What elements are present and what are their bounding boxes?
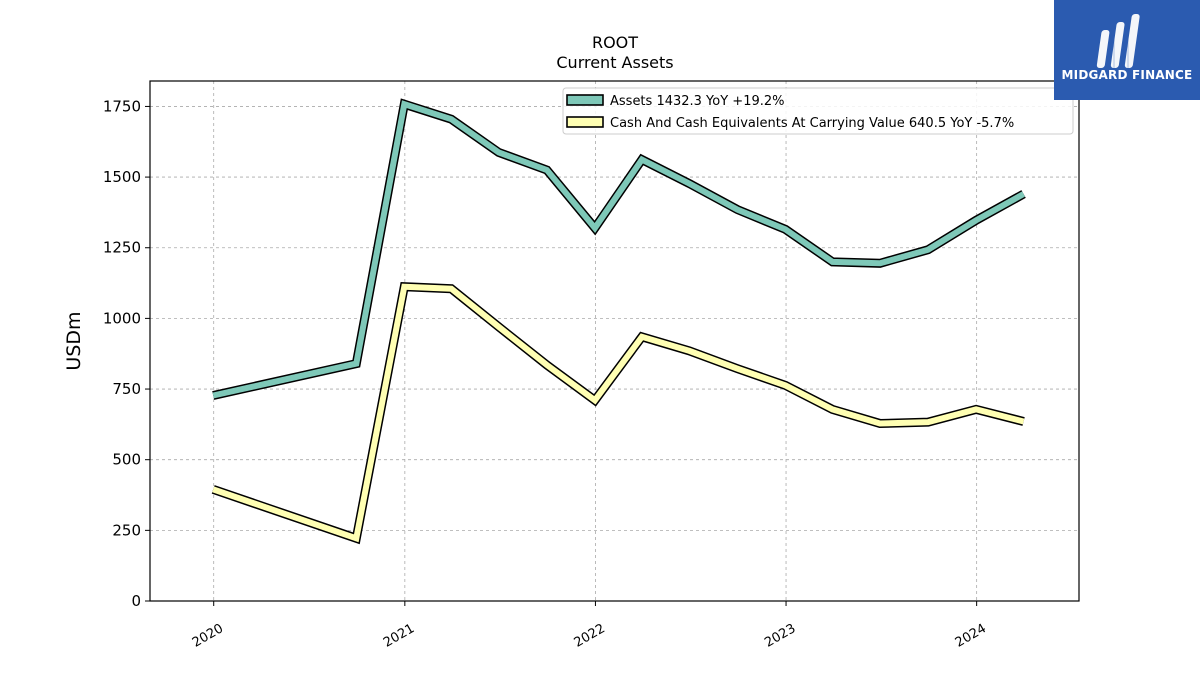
series-lines (211, 98, 1026, 545)
y-tick-label: 500 (112, 451, 141, 469)
series-outline (211, 282, 1025, 545)
x-tick-label: 2022 (572, 621, 608, 651)
series-outline (212, 98, 1026, 400)
legend-entry: Cash And Cash Equivalents At Carrying Va… (610, 116, 1014, 131)
y-tick-label: 1750 (103, 97, 141, 115)
y-tick-label: 250 (112, 521, 141, 539)
legend-swatch (566, 116, 604, 128)
y-axis-label: USDm (63, 311, 85, 370)
x-tick-label: 2021 (381, 621, 417, 651)
y-tick-label: 750 (112, 380, 141, 398)
axes-frame (149, 80, 1080, 602)
y-tick-label: 1500 (103, 168, 141, 186)
legend: Assets 1432.3 YoY +19.2% Cash And Cash Eq… (562, 87, 1074, 135)
x-axis-ticks: 2020 2021 2022 2023 2024 (190, 601, 989, 651)
logo: MIDGARD FINANCE (1054, 0, 1200, 100)
chart-title: ROOT (591, 33, 639, 52)
y-tick-label: 1000 (103, 309, 141, 327)
x-tick-label: 2024 (953, 621, 989, 651)
series-line (212, 100, 1026, 399)
x-tick-label: 2023 (762, 621, 798, 651)
grid-lines (150, 81, 1079, 601)
x-tick-label: 2020 (190, 621, 226, 651)
legend-box (562, 87, 1074, 135)
y-tick-label: 0 (131, 592, 141, 610)
series-line (212, 283, 1025, 543)
logo-text: MIDGARD FINANCE (1061, 68, 1193, 82)
logo-mark-icon (1096, 10, 1143, 70)
legend-swatch (566, 94, 604, 106)
y-axis-ticks: 0 250 500 750 1000 1250 1500 1750 (103, 97, 150, 610)
legend-entry: Assets 1432.3 YoY +19.2% (610, 94, 785, 109)
y-tick-label: 1250 (103, 239, 141, 257)
chart-subtitle: Current Assets (556, 53, 674, 72)
